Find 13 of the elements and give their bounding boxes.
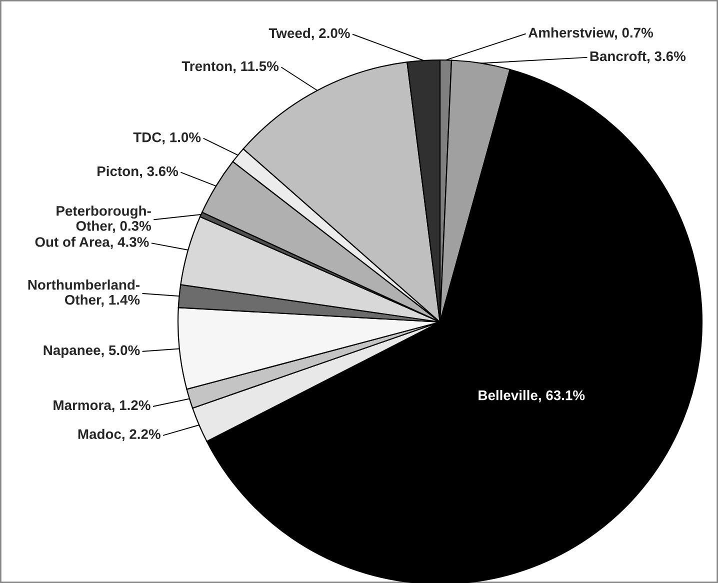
- slice-label: Marmora, 1.2%: [54, 400, 150, 412]
- slice-label: TDC, 1.0%: [133, 132, 201, 144]
- slice-label: Amherstview, 0.7%: [528, 27, 654, 40]
- slice-label: Tweed, 2.0%: [268, 28, 350, 40]
- slice-label: Peterborough-Other, 0.3%: [56, 206, 152, 233]
- slice-label: Picton, 3.6%: [98, 166, 178, 178]
- slice-label: Trenton, 11.5%: [182, 61, 279, 74]
- slice-label: Madoc, 2.2%: [78, 428, 160, 442]
- slice-label: Northumberland-Other, 1.4%: [28, 280, 140, 307]
- slice-label: Napanee, 5.0%: [44, 345, 140, 358]
- slice-label: Out of Area, 4.3%: [35, 236, 149, 249]
- slice-label: Belleville, 63.1%: [478, 390, 585, 402]
- slice-label: Bancroft, 3.6%: [590, 50, 686, 64]
